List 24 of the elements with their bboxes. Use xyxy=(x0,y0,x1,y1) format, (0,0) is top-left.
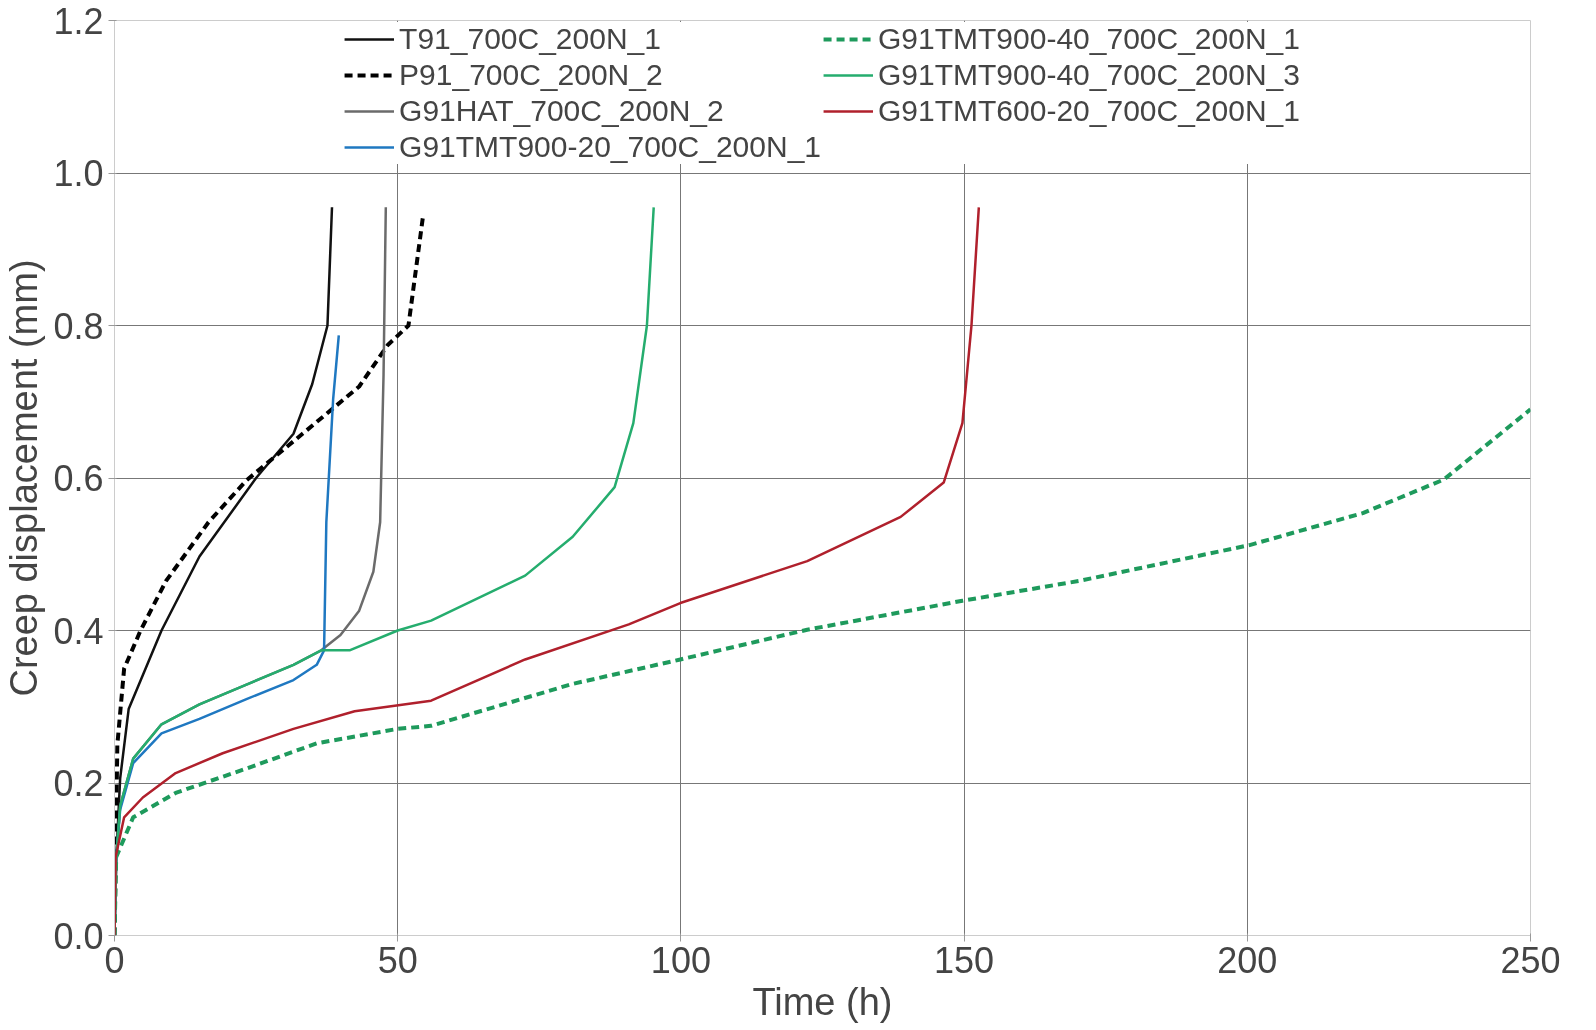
y-tick-label: 1.2 xyxy=(53,0,104,42)
y-tick-label: 0.8 xyxy=(53,305,104,347)
y-tick-label: 0.6 xyxy=(53,458,104,499)
y-tick-label: 0.0 xyxy=(53,915,104,957)
x-axis-title: Time (h) xyxy=(752,980,893,1023)
line-series xyxy=(114,206,981,936)
x-tick-label: 100 xyxy=(650,939,711,981)
y-axis-title: Creep displacement (mm) xyxy=(3,259,46,697)
legend-label: G91TMT900-40_700C_200N_3 xyxy=(878,58,1300,92)
line-series xyxy=(114,407,1531,936)
y-tick-label: 0.2 xyxy=(53,763,104,804)
x-tick-label: 200 xyxy=(1217,939,1278,981)
x-tick-label: 150 xyxy=(934,939,995,981)
legend-label: G91TMT900-20_700C_200N_1 xyxy=(399,130,821,164)
x-tick-label: 0 xyxy=(104,939,125,981)
y-tick-label: 1.0 xyxy=(53,153,104,194)
legend-label: G91TMT900-40_700C_200N_1 xyxy=(878,22,1300,56)
legend-label: G91HAT_700C_200N_2 xyxy=(399,94,724,128)
x-tick-label: 250 xyxy=(1500,939,1561,981)
x-tick-label: 50 xyxy=(377,939,418,981)
legend-label: P91_700C_200N_2 xyxy=(399,58,663,92)
legend-label: G91TMT600-20_700C_200N_1 xyxy=(878,94,1300,128)
y-tick-label: 0.4 xyxy=(53,610,104,652)
legend-label: T91_700C_200N_1 xyxy=(399,22,661,56)
